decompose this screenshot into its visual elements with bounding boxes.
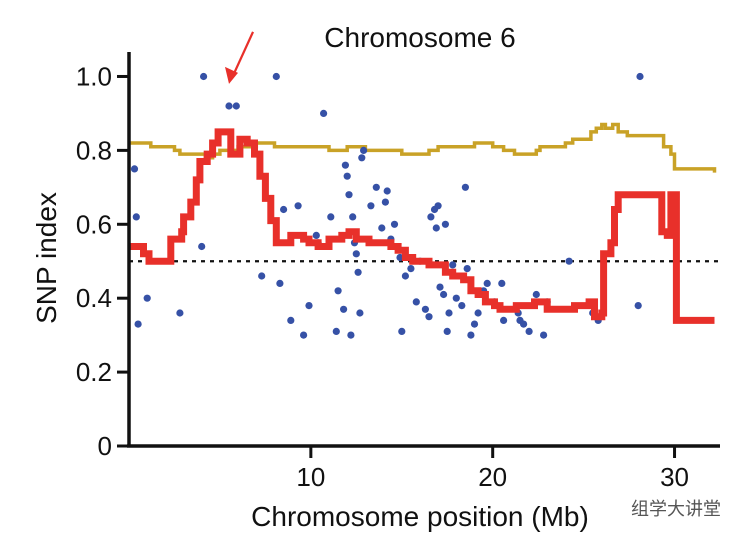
snp-point	[200, 72, 208, 81]
x-axis-label: Chromosome position (Mb)	[251, 501, 589, 532]
snp-point	[176, 309, 184, 317]
lines-layer	[129, 128, 715, 324]
snp-point	[463, 265, 471, 273]
snp-point	[565, 257, 573, 265]
snp-point	[467, 331, 475, 339]
arrow-head	[225, 66, 238, 84]
snp-point	[458, 302, 466, 310]
snp-point	[345, 191, 353, 199]
axes-layer: 0 0.2 0.4 0.6 0.8 1.0 10 20 30	[76, 52, 720, 492]
snp-point	[520, 320, 528, 328]
snp-point	[354, 268, 362, 276]
y-tick-label: 0.2	[76, 357, 112, 387]
y-tick-label: 0.6	[76, 209, 112, 239]
snp-point	[398, 327, 406, 335]
snp-point	[483, 279, 491, 287]
snp-index-line	[129, 128, 715, 324]
snp-point	[287, 316, 295, 324]
snp-point	[272, 72, 280, 81]
snp-point	[396, 253, 404, 262]
snp-point	[258, 272, 266, 280]
snp-point	[440, 290, 448, 299]
snp-point	[341, 161, 349, 169]
snp-point	[636, 72, 644, 81]
y-tick-label: 0	[98, 431, 112, 461]
snp-point	[425, 313, 433, 321]
snp-point	[332, 327, 340, 335]
annotation-layer	[225, 31, 255, 84]
snp-point	[349, 213, 357, 221]
snp-point	[427, 213, 435, 221]
y-tick-label: 0.8	[76, 135, 112, 165]
snp-point	[334, 287, 342, 295]
snp-point	[367, 202, 375, 210]
snp-point	[360, 146, 368, 154]
snp-point	[280, 205, 288, 214]
snp-point	[312, 231, 320, 239]
snp-point	[134, 320, 142, 328]
points-layer	[130, 72, 644, 339]
snp-point	[532, 290, 540, 299]
snp-point	[474, 309, 482, 317]
snp-point	[320, 109, 328, 117]
chart-title: Chromosome 6	[324, 22, 515, 53]
snp-point	[401, 272, 409, 280]
snp-point	[347, 331, 355, 339]
snp-point	[132, 213, 140, 221]
snp-point	[525, 327, 533, 335]
snp-point	[383, 187, 391, 195]
snp-point	[276, 279, 284, 287]
snp-point	[294, 202, 302, 210]
snp-point	[540, 331, 548, 339]
snp-point	[449, 261, 457, 269]
snp-point	[352, 250, 360, 258]
snp-point	[232, 102, 240, 110]
snp-point	[634, 302, 642, 310]
snp-point	[343, 172, 351, 180]
snp-point	[305, 302, 313, 310]
snp-point	[198, 242, 206, 251]
snp-point	[498, 279, 506, 287]
snp-point	[445, 309, 453, 317]
watermark-text: 组学大讲堂	[631, 499, 721, 519]
snp-point	[412, 298, 420, 306]
snp-point	[434, 202, 442, 210]
snp-point	[432, 224, 440, 232]
snp-point	[461, 183, 469, 191]
snp-point	[407, 265, 415, 273]
snp-point	[143, 294, 151, 302]
snp-point	[356, 309, 364, 317]
snp-point	[130, 165, 139, 173]
snp-point	[436, 283, 444, 291]
y-axis-label: SNP index	[31, 192, 62, 324]
snp-point	[443, 327, 451, 335]
x-tick-label: 20	[478, 462, 507, 492]
arrow-shaft	[231, 31, 255, 79]
snp-point	[421, 305, 429, 313]
snp-point	[470, 320, 479, 328]
snp-point	[452, 294, 460, 302]
y-tick-label: 1.0	[76, 61, 112, 91]
snp-point	[378, 224, 386, 232]
snp-point	[381, 198, 389, 206]
snp-point	[441, 220, 449, 228]
y-tick-label: 0.4	[76, 283, 112, 313]
snp-point	[500, 316, 508, 324]
snp-point	[327, 213, 335, 221]
snp-point	[372, 183, 380, 191]
snp-point	[340, 305, 348, 313]
snp-point	[358, 154, 366, 162]
snp-point	[390, 220, 399, 228]
x-tick-label: 30	[660, 462, 689, 492]
x-tick-label: 10	[296, 462, 325, 492]
snp-point	[300, 331, 308, 339]
snp-point	[225, 102, 233, 110]
